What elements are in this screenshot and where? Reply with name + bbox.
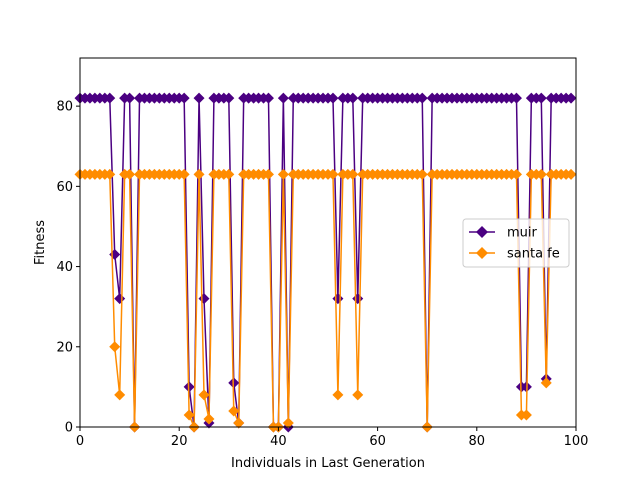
x-tick-label: 40: [270, 434, 287, 449]
data-point-muir: [347, 92, 359, 104]
x-tick-label: 80: [469, 434, 486, 449]
data-point-santa-fe: [223, 168, 235, 180]
data-point-santa-fe: [352, 389, 364, 401]
data-point-santa-fe: [198, 389, 210, 401]
y-tick-label: 0: [65, 421, 73, 436]
data-point-santa-fe: [282, 417, 294, 429]
data-point-santa-fe: [416, 168, 428, 180]
data-point-santa-fe: [203, 413, 215, 425]
data-point-muir: [124, 92, 136, 104]
data-point-santa-fe: [183, 409, 195, 421]
legend-marker-santa-fe: [476, 247, 488, 259]
data-point-muir: [510, 92, 522, 104]
data-point-muir: [193, 92, 205, 104]
data-point-muir: [262, 92, 274, 104]
y-axis-label: Fitness: [33, 220, 48, 265]
legend-label-santa-fe: santa fe: [507, 247, 560, 262]
data-point-santa-fe: [104, 168, 116, 180]
series-santa-fe: [74, 168, 577, 433]
data-point-muir: [327, 92, 339, 104]
data-point-muir: [223, 92, 235, 104]
data-point-santa-fe: [277, 168, 289, 180]
data-point-muir: [565, 92, 577, 104]
data-point-santa-fe: [327, 168, 339, 180]
data-point-santa-fe: [520, 409, 532, 421]
data-point-santa-fe: [565, 168, 577, 180]
ticks-layer: 0 20 40 60 80 100 0 20 40 60 80: [56, 100, 588, 449]
data-point-santa-fe: [332, 389, 344, 401]
y-tick-label: 40: [56, 260, 73, 275]
axes-layer: [79, 57, 577, 428]
x-axis-label: Individuals in Last Generation: [231, 456, 425, 471]
data-point-santa-fe: [540, 377, 552, 389]
data-point-muir: [178, 92, 190, 104]
x-tick-label: 60: [369, 434, 386, 449]
data-point-santa-fe: [178, 168, 190, 180]
data-point-santa-fe: [535, 168, 547, 180]
data-point-santa-fe: [193, 168, 205, 180]
x-tick-label: 100: [564, 434, 589, 449]
series-layer: [74, 92, 577, 433]
x-tick-label: 0: [76, 434, 84, 449]
legend: muir santa fe: [462, 218, 570, 268]
plot-frame: [79, 57, 577, 428]
legend-label-muir: muir: [507, 226, 538, 241]
data-point-santa-fe: [233, 417, 245, 429]
legend-marker-muir: [476, 226, 488, 238]
legend-frame: [462, 218, 570, 268]
y-tick-label: 60: [56, 180, 73, 195]
data-point-muir: [416, 92, 428, 104]
y-tick-label: 80: [56, 100, 73, 115]
data-point-muir: [104, 92, 116, 104]
data-point-santa-fe: [114, 389, 126, 401]
data-point-santa-fe: [228, 405, 240, 417]
data-point-santa-fe: [510, 168, 522, 180]
data-point-santa-fe: [124, 168, 136, 180]
data-point-santa-fe: [262, 168, 274, 180]
y-tick-label: 20: [56, 340, 73, 355]
x-tick-label: 20: [171, 434, 188, 449]
data-point-muir: [277, 92, 289, 104]
data-point-santa-fe: [109, 341, 121, 353]
data-point-santa-fe: [347, 168, 359, 180]
data-point-muir: [535, 92, 547, 104]
